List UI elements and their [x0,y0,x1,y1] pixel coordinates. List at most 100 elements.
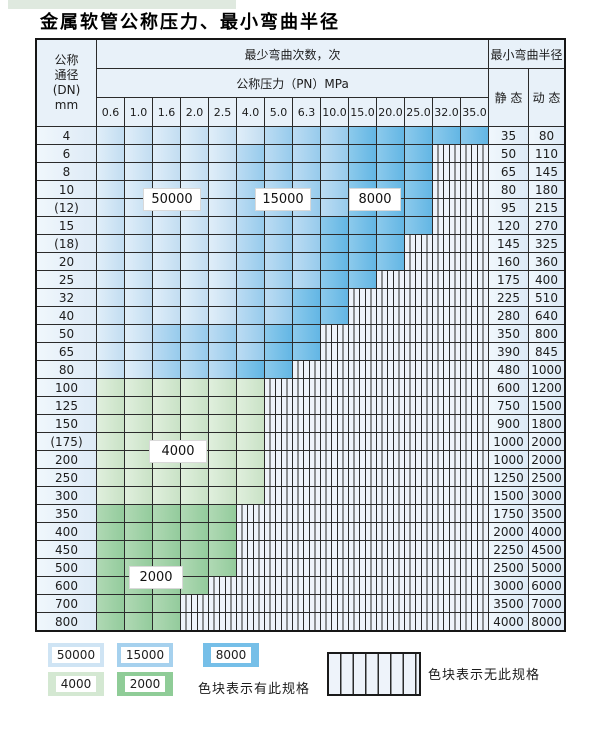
spec-cell-none [377,325,404,342]
spec-cell-15000 [237,343,264,360]
spec-cell-none [321,595,348,612]
dn-cell: (12) [37,199,96,216]
spec-cell-none [349,415,376,432]
spec-cell-50000 [153,217,180,234]
dn-cell: 500 [37,559,96,576]
spec-cell-none [321,325,348,342]
spec-cell-none [377,379,404,396]
spec-cell-4000 [209,379,236,396]
spec-cell-15000 [265,307,292,324]
spec-cell-4000 [125,415,152,432]
spec-cell-4000 [181,415,208,432]
dn-cell: 150 [37,415,96,432]
spec-cell-none [405,613,432,630]
spec-cell-4000 [125,433,152,450]
spec-cell-15000 [209,343,236,360]
spec-cell-15000 [237,145,264,162]
spec-cell-none [237,577,264,594]
spec-cell-15000 [181,343,208,360]
spec-cell-8000 [293,307,320,324]
static-radius-cell: 900 [489,415,528,432]
spec-cell-4000 [181,469,208,486]
spec-cell-50000 [97,163,124,180]
static-radius-cell: 2250 [489,541,528,558]
spec-cell-none [265,415,292,432]
spec-cell-none [321,415,348,432]
spec-cell-none [405,307,432,324]
spec-cell-none [377,523,404,540]
spec-cell-none [377,469,404,486]
spec-cell-none [461,163,488,180]
spec-cell-none [433,433,460,450]
spec-cell-none [265,577,292,594]
dynamic-radius-cell: 800 [529,325,564,342]
spec-cell-50000 [125,343,152,360]
static-radius-cell: 3000 [489,577,528,594]
spec-cell-none [349,523,376,540]
pn-column-header: 10.0 [321,98,348,126]
spec-cell-none [181,595,208,612]
spec-cell-50000 [125,145,152,162]
spec-cell-50000 [125,217,152,234]
region-label-2000: 2000 [129,566,183,589]
dynamic-radius-cell: 8000 [529,613,564,630]
dn-cell: 4 [37,127,96,144]
dynamic-header: 动 态 [529,69,564,126]
spec-cell-15000 [265,163,292,180]
spec-cell-none [433,145,460,162]
spec-cell-none [433,361,460,378]
spec-cell-none [377,559,404,576]
legend-label-50000: 50000 [51,647,101,663]
spec-cell-none [433,289,460,306]
spec-cell-none [433,271,460,288]
spec-cell-8000 [349,217,376,234]
spec-cell-none [377,505,404,522]
legend-label-2000: 2000 [124,676,166,692]
static-radius-cell: 50 [489,145,528,162]
spec-cell-15000 [237,163,264,180]
spec-cell-15000 [153,325,180,342]
spec-cell-50000 [125,289,152,306]
pn-column-header: 1.6 [153,98,180,126]
spec-cell-50000 [209,235,236,252]
spec-cell-8000 [293,325,320,342]
spec-cell-none [237,541,264,558]
spec-cell-15000 [265,145,292,162]
spec-cell-none [461,253,488,270]
spec-cell-none [293,613,320,630]
spec-cell-8000 [377,235,404,252]
spec-cell-none [377,487,404,504]
spec-cell-50000 [97,307,124,324]
spec-cell-50000 [209,199,236,216]
spec-cell-50000 [125,271,152,288]
spec-cell-none [461,289,488,306]
spec-cell-4000 [153,379,180,396]
spec-cell-none [209,613,236,630]
spec-cell-50000 [153,127,180,144]
spec-cell-none [405,289,432,306]
spec-cell-none [237,523,264,540]
spec-cell-none [349,325,376,342]
spec-cell-none [321,613,348,630]
spec-cell-none [321,559,348,576]
static-radius-cell: 1750 [489,505,528,522]
spec-cell-none [349,613,376,630]
spec-cell-4000 [97,433,124,450]
spec-cell-none [321,541,348,558]
spec-cell-none [321,577,348,594]
spec-cell-none [461,181,488,198]
dn-cell: 800 [37,613,96,630]
spec-cell-8000 [377,127,404,144]
spec-cell-none [461,145,488,162]
spec-cell-none [293,397,320,414]
spec-cell-15000 [293,253,320,270]
static-radius-cell: 3500 [489,595,528,612]
static-radius-cell: 480 [489,361,528,378]
dynamic-radius-cell: 640 [529,307,564,324]
spec-cell-2000 [153,523,180,540]
spec-cell-none [433,307,460,324]
spec-cell-15000 [293,127,320,144]
spec-cell-none [405,559,432,576]
spec-cell-4000 [125,487,152,504]
static-radius-cell: 80 [489,181,528,198]
